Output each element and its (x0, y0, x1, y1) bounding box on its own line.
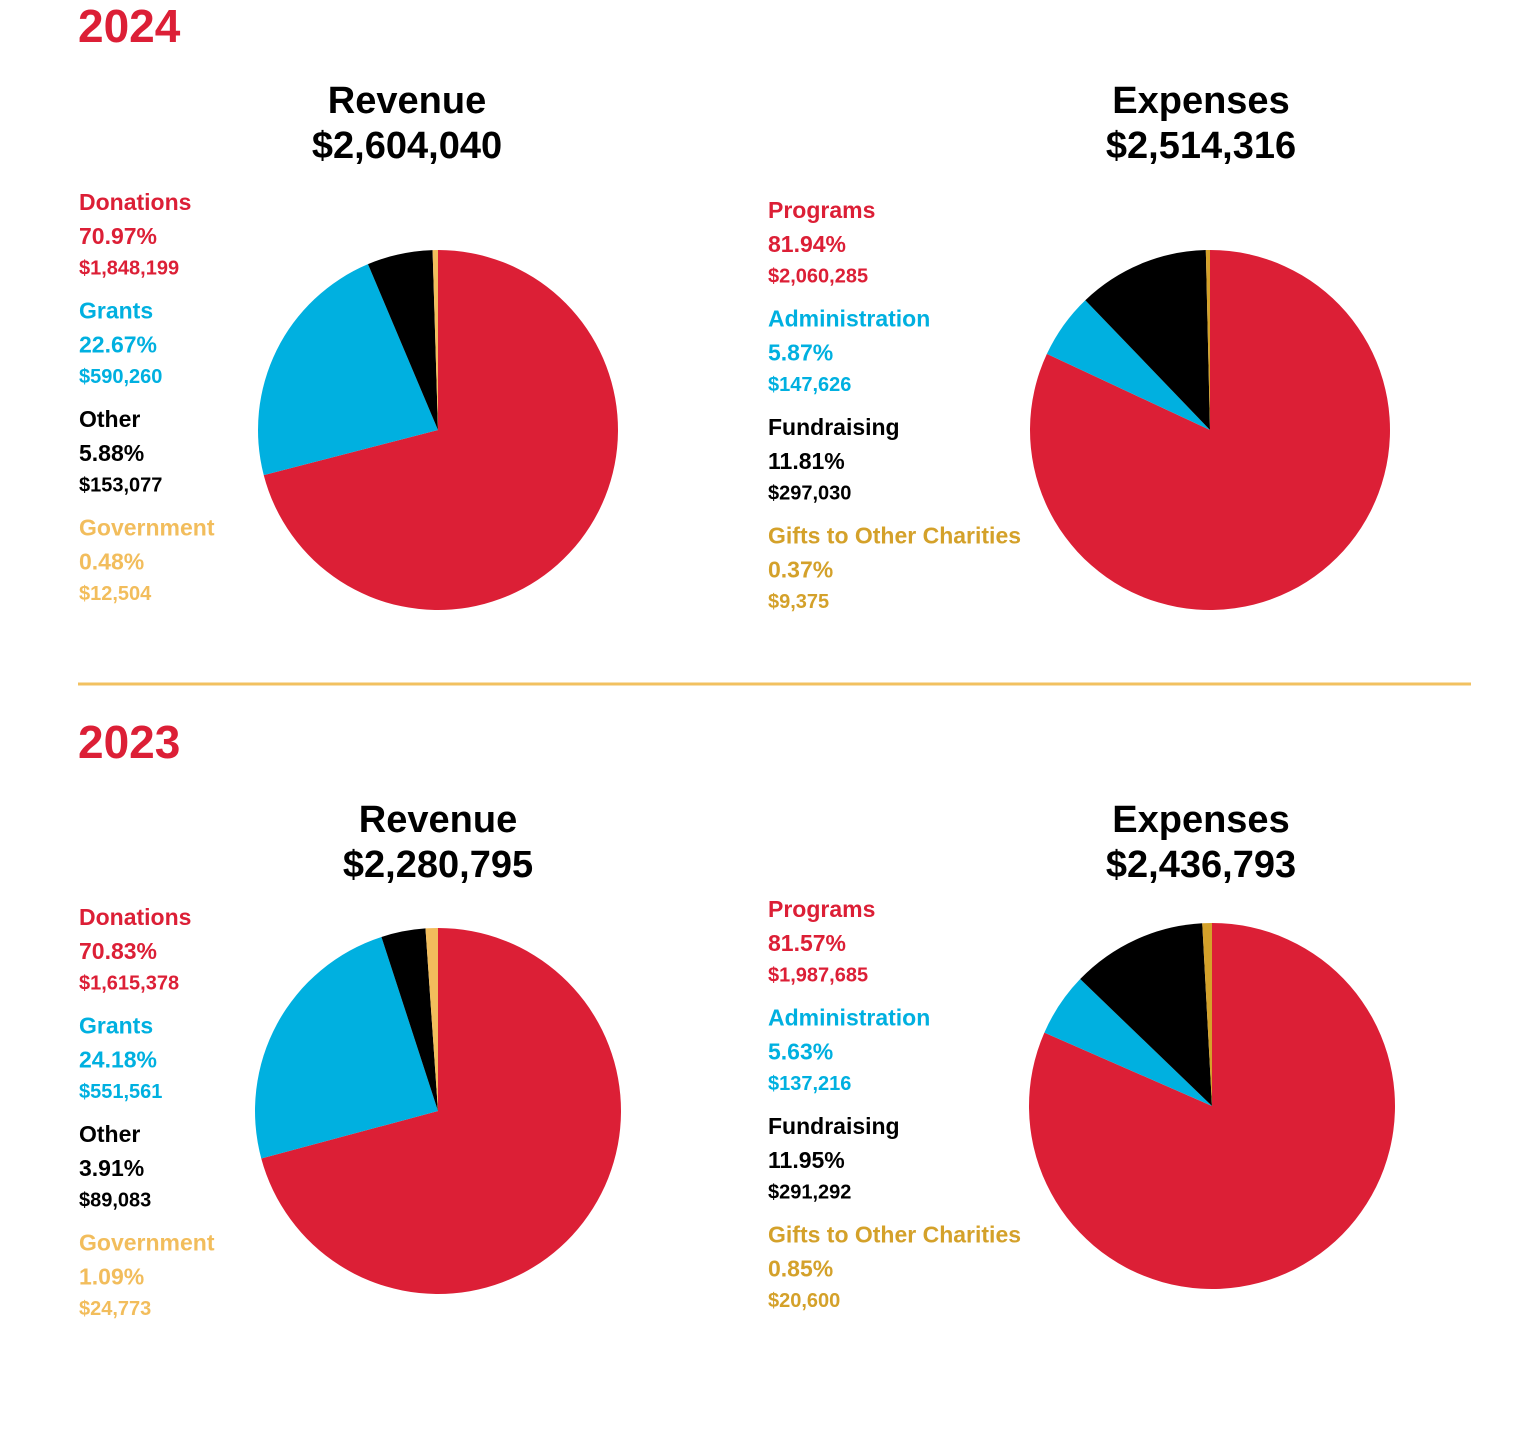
pie-slice (261, 928, 621, 1294)
legend-label: Government (79, 1230, 215, 1256)
amount-label: $20,600 (768, 1290, 840, 1312)
amount-label: $12,504 (79, 583, 152, 605)
amount-label: $1,848,199 (79, 257, 179, 279)
chart-total: $2,280,795 (343, 844, 533, 886)
amount-label: $297,030 (768, 482, 851, 504)
legend-label: Other (79, 1121, 140, 1147)
value-label: 5.63% (768, 1039, 833, 1065)
legend-label: Programs (768, 197, 875, 223)
value-label: 70.83% (79, 938, 157, 964)
legend-label: Donations (79, 189, 191, 215)
pie-slice (425, 928, 438, 1111)
legend-label: Gifts to Other Charities (768, 523, 1021, 549)
amount-label: $137,216 (768, 1073, 851, 1095)
value-label: 0.48% (79, 549, 144, 575)
pie-slice (1085, 250, 1210, 430)
chart-total: $2,436,793 (1106, 844, 1296, 886)
pie-slice (381, 928, 438, 1111)
value-label: 70.97% (79, 223, 157, 249)
legend-label: Other (79, 406, 140, 432)
pie-slice (1044, 979, 1212, 1106)
amount-label: $89,083 (79, 1189, 151, 1211)
pie-slice (263, 250, 618, 610)
legend-label: Grants (79, 298, 153, 324)
amount-label: $153,077 (79, 474, 162, 496)
legend-label: Gifts to Other Charities (768, 1222, 1021, 1248)
pie-slice (254, 936, 438, 1159)
value-label: 81.57% (768, 930, 846, 956)
amount-label: $291,292 (768, 1181, 851, 1203)
amount-label: $9,375 (768, 591, 829, 613)
value-label: 5.87% (768, 340, 833, 366)
legend-label: Administration (768, 306, 930, 332)
pie-slice (432, 250, 438, 430)
value-label: 0.37% (768, 557, 833, 583)
amount-label: $147,626 (768, 374, 851, 396)
chart-title: Expenses (1112, 799, 1289, 841)
value-label: 81.94% (768, 231, 846, 257)
value-label: 24.18% (79, 1047, 157, 1073)
chart-title: Revenue (328, 80, 486, 122)
value-label: 1.09% (79, 1264, 144, 1290)
year-heading: 2023 (78, 716, 180, 768)
legend-label: Programs (768, 896, 875, 922)
chart-title: Revenue (359, 799, 517, 841)
amount-label: $1,987,685 (768, 964, 868, 986)
amount-label: $551,561 (79, 1081, 162, 1103)
chart-title: Expenses (1112, 80, 1289, 122)
amount-label: $590,260 (79, 366, 162, 388)
amount-label: $2,060,285 (768, 265, 868, 287)
pie-slice (258, 264, 438, 476)
value-label: 11.81% (768, 448, 845, 474)
legend-label: Fundraising (768, 1113, 900, 1139)
legend-label: Fundraising (768, 414, 900, 440)
pie-slice (1205, 250, 1210, 430)
amount-label: $1,615,378 (79, 972, 179, 994)
pie-slice (367, 250, 438, 430)
amount-label: $24,773 (79, 1298, 151, 1320)
value-label: 0.85% (768, 1256, 833, 1282)
legend-label: Donations (79, 904, 191, 930)
chart-total: $2,514,316 (1106, 125, 1296, 167)
legend-label: Administration (768, 1005, 930, 1031)
value-label: 5.88% (79, 440, 144, 466)
value-label: 3.91% (79, 1155, 144, 1181)
pie-slice (1030, 250, 1391, 611)
pie-slice (1202, 923, 1212, 1106)
value-label: 11.95% (768, 1147, 845, 1173)
pie-slice (1080, 923, 1212, 1106)
legend-label: Grants (79, 1013, 153, 1039)
pie-slice (1046, 300, 1210, 430)
value-label: 22.67% (79, 332, 157, 358)
legend-label: Government (79, 515, 215, 541)
chart-total: $2,604,040 (312, 125, 502, 167)
year-heading: 2024 (78, 0, 181, 52)
